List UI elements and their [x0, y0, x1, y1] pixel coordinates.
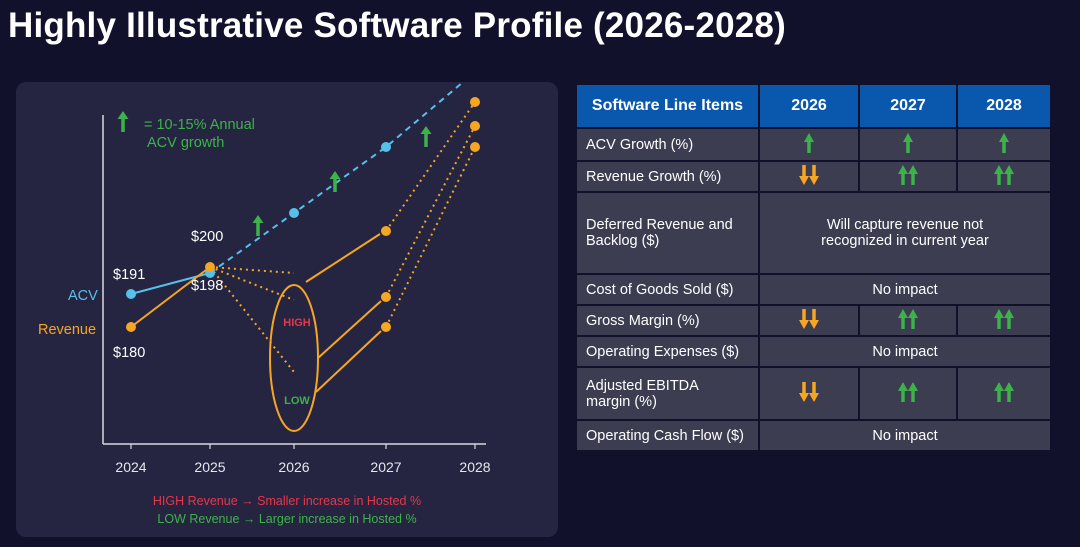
acv-projection-line: [209, 71, 476, 274]
low-arrow-line: [315, 330, 382, 393]
x-tick-label: 2025: [194, 459, 225, 475]
data-point: [470, 142, 480, 152]
header-line-items: Software Line Items: [575, 83, 760, 129]
up-arrow-icon: [858, 127, 958, 162]
growth-up-arrow-icon: [252, 215, 264, 236]
x-tick-label: 2028: [459, 459, 490, 475]
series-label-acv: ACV: [68, 288, 98, 304]
up-arrow-icon: [956, 127, 1052, 162]
x-tick-label: 2027: [370, 459, 401, 475]
data-point: [470, 97, 480, 107]
table-row: Revenue Growth (%): [575, 160, 1052, 193]
merged-cell: No impact: [758, 273, 1052, 306]
revenue-low-dotted: [209, 266, 295, 373]
footnote-high: HIGH Revenue → Smaller increase in Hoste…: [153, 494, 421, 508]
data-point: [381, 292, 391, 302]
table-row: Operating Cash Flow ($) No impact: [575, 419, 1052, 452]
revenue-mid-dotted-2: [385, 125, 476, 298]
legend-up-arrow-icon: [117, 111, 129, 132]
merged-cell: No impact: [758, 335, 1052, 368]
revenue-low-dotted-2: [385, 146, 476, 328]
legend-note-line2: ACV growth: [147, 135, 224, 151]
row-label: Adjusted EBITDA margin (%): [575, 366, 760, 421]
row-label: ACV Growth (%): [575, 127, 760, 162]
up-arrow-icon: [956, 366, 1052, 421]
header-2028: 2028: [956, 83, 1052, 129]
table-header-row: Software Line Items 2026 2027 2028: [575, 83, 1052, 129]
data-point: [470, 121, 480, 131]
scenario-oval: [269, 284, 319, 432]
up-arrow-icon: [858, 160, 958, 193]
profile-chart: 2024 2025 2026 2027 2028 $191 $198 $180 $200 ACV…: [38, 67, 491, 526]
series-label-revenue: Revenue: [38, 322, 96, 338]
revenue-line: [130, 266, 211, 328]
up-arrow-icon: [956, 304, 1052, 337]
page-title: Highly Illustrative Software Profile (20…: [8, 6, 786, 45]
down-arrow-icon: [758, 366, 860, 421]
merged-cell: Will capture revenue not recognized in c…: [758, 191, 1052, 275]
table-row: Deferred Revenue and Backlog ($) Will cap…: [575, 191, 1052, 275]
row-label: Operating Expenses ($): [575, 335, 760, 368]
header-2026: 2026: [758, 83, 860, 129]
label-acv-2024: $191: [113, 267, 145, 283]
scenario-high-label: HIGH: [283, 317, 311, 329]
row-label: Operating Cash Flow ($): [575, 419, 760, 452]
x-tick-label: 2024: [115, 459, 146, 475]
up-arrow-icon: [758, 127, 860, 162]
merged-cell: No impact: [758, 419, 1052, 452]
row-label: Cost of Goods Sold ($): [575, 273, 760, 306]
table-row: Gross Margin (%): [575, 304, 1052, 337]
growth-up-arrow-icon: [329, 171, 341, 192]
row-label: Gross Margin (%): [575, 304, 760, 337]
revenue-high-dotted-2: [385, 101, 476, 232]
data-point: [381, 226, 391, 236]
scenario-low-label: LOW: [284, 395, 310, 407]
revenue-high-dotted: [209, 266, 295, 274]
data-point: [289, 208, 299, 218]
table-row: Operating Expenses ($) No impact: [575, 335, 1052, 368]
label-acv-2025: $198: [191, 278, 223, 294]
line-items-table: Software Line Items 2026 2027 2028 ACV G…: [575, 83, 1052, 452]
table-row: Cost of Goods Sold ($) No impact: [575, 273, 1052, 306]
header-2027: 2027: [858, 83, 958, 129]
up-arrow-icon: [858, 304, 958, 337]
high-arrow-line: [305, 233, 381, 283]
down-arrow-icon: [758, 160, 860, 193]
mid-arrow-line: [317, 300, 382, 359]
down-arrow-icon: [758, 304, 860, 337]
growth-up-arrow-icon: [420, 126, 432, 147]
legend-note-line1: = 10-15% Annual: [144, 117, 255, 133]
data-point: [381, 142, 391, 152]
table-row: Adjusted EBITDA margin (%): [575, 366, 1052, 421]
up-arrow-icon: [858, 366, 958, 421]
data-point: [126, 322, 136, 332]
row-label: Deferred Revenue and Backlog ($): [575, 191, 760, 275]
x-tick-label: 2026: [278, 459, 309, 475]
data-point: [381, 322, 391, 332]
chart-panel: 2024 2025 2026 2027 2028 $191 $198 $180 $200 ACV…: [16, 67, 558, 537]
label-revenue-2025: $200: [191, 229, 223, 245]
data-point: [126, 289, 136, 299]
data-point: [205, 262, 215, 272]
row-label: Revenue Growth (%): [575, 160, 760, 193]
label-revenue-2024: $180: [113, 345, 145, 361]
table-row: ACV Growth (%): [575, 127, 1052, 162]
footnote-low: LOW Revenue → Larger increase in Hosted …: [157, 512, 416, 526]
up-arrow-icon: [956, 160, 1052, 193]
